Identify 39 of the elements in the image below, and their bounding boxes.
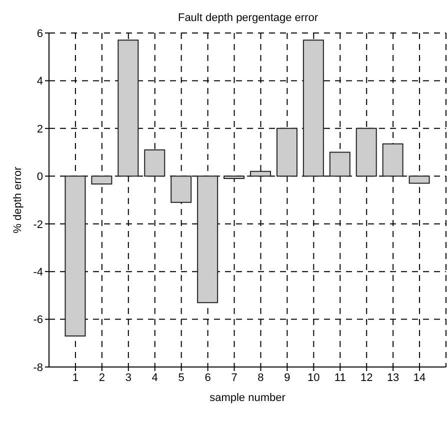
- bar: [329, 152, 350, 177]
- x-tick-label: 5: [178, 372, 184, 384]
- x-tick-label: 10: [308, 372, 320, 384]
- x-tick-label: 3: [125, 372, 132, 384]
- bar: [276, 128, 298, 177]
- y-axis-title: % depth error: [12, 166, 24, 234]
- x-tick-label: 2: [98, 372, 105, 384]
- x-tick-label: 4: [152, 372, 158, 384]
- bar: [144, 149, 166, 177]
- x-tick-label: 8: [258, 372, 264, 384]
- bar: [250, 170, 271, 177]
- bar: [302, 40, 324, 177]
- bar: [224, 176, 245, 180]
- bar: [408, 176, 430, 184]
- chart-title: Fault depth pergentage error: [176, 12, 320, 24]
- x-tick-label: 6: [204, 372, 211, 384]
- y-tick-label: 2: [36, 123, 43, 136]
- y-tick-label: 0: [36, 171, 43, 184]
- y-tick-label: 6: [36, 28, 43, 40]
- x-tick-label: 12: [360, 372, 373, 384]
- bar: [91, 176, 112, 185]
- bar: [64, 176, 86, 336]
- bar: [356, 128, 377, 177]
- bar: [118, 40, 139, 177]
- bar: [170, 176, 192, 203]
- x-tick-label: 14: [413, 372, 426, 384]
- x-tick-label: 1: [72, 372, 79, 384]
- x-tick-label: 13: [386, 372, 400, 384]
- x-tick-label: 9: [284, 372, 290, 384]
- y-tick-label: -6: [33, 314, 43, 326]
- y-tick-label: -4: [33, 266, 43, 278]
- y-tick-label: -2: [33, 218, 43, 231]
- x-tick-label: 11: [334, 372, 346, 384]
- y-tick-label: 4: [36, 76, 43, 88]
- bar: [197, 176, 218, 304]
- x-tick-label: 7: [231, 372, 238, 384]
- x-axis-title: sample number: [210, 392, 286, 404]
- y-tick-label: -8: [33, 362, 43, 374]
- bar: [382, 143, 404, 177]
